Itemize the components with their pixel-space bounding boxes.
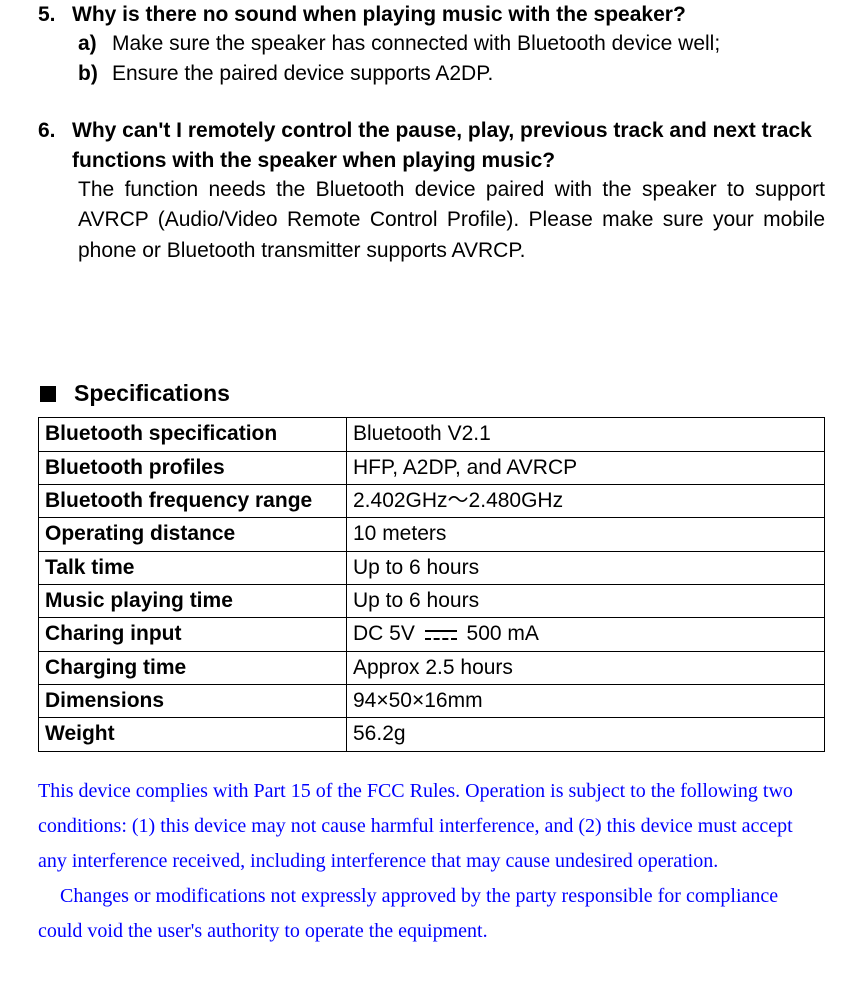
table-row: Music playing time Up to 6 hours	[39, 584, 825, 617]
fcc-notice: This device complies with Part 15 of the…	[38, 774, 825, 949]
spec-label: Weight	[39, 718, 347, 751]
faq-question: Why can't I remotely control the pause, …	[72, 116, 825, 175]
faq-number: 5.	[38, 0, 72, 29]
table-row: Bluetooth specification Bluetooth V2.1	[39, 418, 825, 451]
spec-label: Charing input	[39, 618, 347, 651]
table-row: Operating distance 10 meters	[39, 518, 825, 551]
dc-current-icon	[425, 628, 457, 642]
spec-value: Bluetooth V2.1	[347, 418, 825, 451]
faq-question: Why is there no sound when playing music…	[72, 0, 825, 29]
section-title: Specifications	[74, 380, 230, 407]
faq-item-5: 5. Why is there no sound when playing mu…	[38, 0, 825, 88]
faq-sub-label: b)	[78, 59, 112, 88]
spec-label: Talk time	[39, 551, 347, 584]
faq-number: 6.	[38, 116, 72, 175]
spec-value: Approx 2.5 hours	[347, 651, 825, 684]
fcc-paragraph-1: This device complies with Part 15 of the…	[38, 774, 825, 879]
table-row: Charging time Approx 2.5 hours	[39, 651, 825, 684]
faq-sub-a: a) Make sure the speaker has connected w…	[78, 29, 825, 58]
faq-answer: The function needs the Bluetooth device …	[78, 175, 825, 266]
spec-value: 2.402GHz～2.480GHz	[347, 484, 825, 517]
faq-heading: 5. Why is there no sound when playing mu…	[38, 0, 825, 29]
spec-label: Music playing time	[39, 584, 347, 617]
table-row: Talk time Up to 6 hours	[39, 551, 825, 584]
page: 5. Why is there no sound when playing mu…	[0, 0, 863, 979]
spec-value: Up to 6 hours	[347, 584, 825, 617]
spec-value-prefix: DC 5V	[353, 622, 415, 645]
spec-value-suffix: 500 mA	[467, 622, 539, 645]
spec-label: Bluetooth profiles	[39, 451, 347, 484]
table-row: Bluetooth profiles HFP, A2DP, and AVRCP	[39, 451, 825, 484]
faq-sub-text: Make sure the speaker has connected with…	[112, 29, 825, 58]
spec-value: 94×50×16mm	[347, 685, 825, 718]
spec-label: Operating distance	[39, 518, 347, 551]
spec-value: DC 5V 500 mA	[347, 618, 825, 651]
square-bullet-icon	[40, 386, 56, 402]
spec-label: Charging time	[39, 651, 347, 684]
spacer	[38, 272, 825, 380]
fcc-paragraph-2: Changes or modifications not expressly a…	[38, 879, 825, 949]
table-row: Bluetooth frequency range 2.402GHz～2.480…	[39, 484, 825, 517]
spacer	[38, 94, 825, 116]
faq-sub-text: Ensure the paired device supports A2DP.	[112, 59, 825, 88]
specifications-heading: Specifications	[38, 380, 825, 407]
table-row: Dimensions 94×50×16mm	[39, 685, 825, 718]
spec-value: 56.2g	[347, 718, 825, 751]
spec-label: Dimensions	[39, 685, 347, 718]
spec-label: Bluetooth specification	[39, 418, 347, 451]
specifications-table: Bluetooth specification Bluetooth V2.1 B…	[38, 417, 825, 751]
table-row: Charing input DC 5V 500 mA	[39, 618, 825, 651]
faq-sub-label: a)	[78, 29, 112, 58]
faq-item-6: 6. Why can't I remotely control the paus…	[38, 116, 825, 266]
faq-heading: 6. Why can't I remotely control the paus…	[38, 116, 825, 175]
faq-sub-b: b) Ensure the paired device supports A2D…	[78, 59, 825, 88]
spec-value: 10 meters	[347, 518, 825, 551]
spec-value: HFP, A2DP, and AVRCP	[347, 451, 825, 484]
table-row: Weight 56.2g	[39, 718, 825, 751]
spec-value: Up to 6 hours	[347, 551, 825, 584]
spec-label: Bluetooth frequency range	[39, 484, 347, 517]
